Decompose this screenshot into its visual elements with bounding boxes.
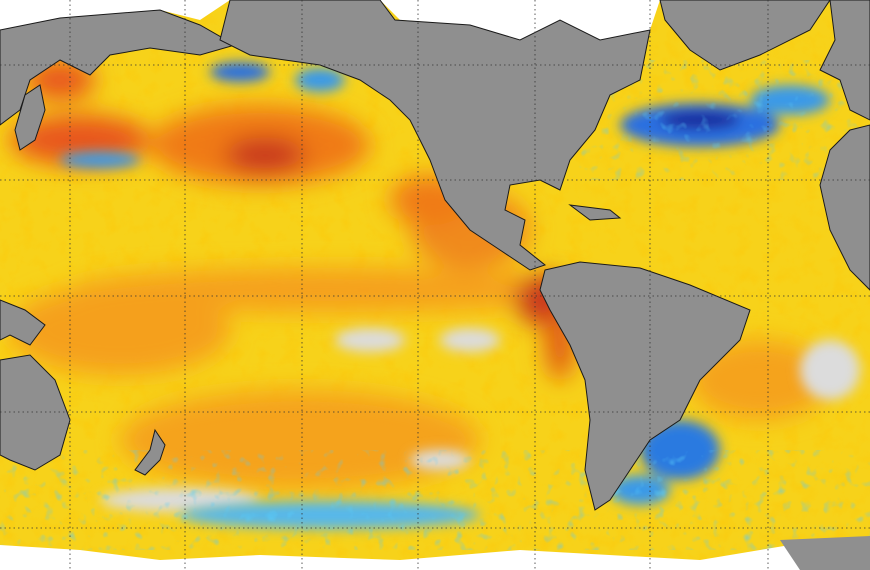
new-zealand [134,428,166,476]
antarctic-ice [0,545,870,570]
australia [0,354,71,471]
cuba [568,204,622,221]
africa [819,124,870,291]
southern-ocean-texture [0,450,870,550]
north-america [219,0,651,271]
europe [819,0,870,121]
japan [14,84,46,151]
maritime-continent [0,299,46,346]
arctic-ice [380,0,660,40]
antarctica [780,536,870,570]
arctic-ice [0,0,230,30]
south-america [539,261,751,511]
warm-anomalies [10,60,830,490]
greenland [659,0,831,71]
